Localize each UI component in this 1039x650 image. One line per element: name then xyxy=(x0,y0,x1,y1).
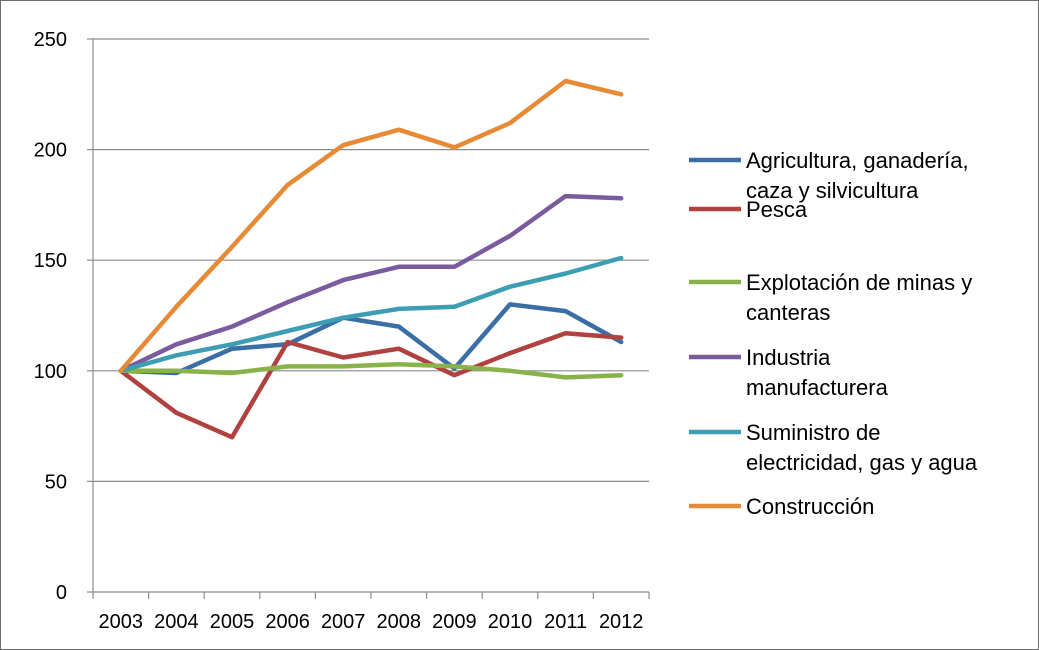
y-tick-label: 150 xyxy=(34,250,67,272)
legend-label: Suministro de xyxy=(746,420,881,445)
series-line-1 xyxy=(118,330,624,440)
x-tick-label: 2003 xyxy=(99,611,144,633)
series-line-3 xyxy=(118,193,624,374)
x-tick-label: 2004 xyxy=(154,611,199,633)
legend-label: electricidad, gas y agua xyxy=(746,450,978,475)
y-tick-label: 250 xyxy=(34,29,67,51)
x-tick-label: 2005 xyxy=(210,611,255,633)
legend-entry: Suministro de electricidad, gas y agua xyxy=(689,420,978,475)
series-line-4 xyxy=(118,255,624,374)
legend-entry: Agricultura, ganadería, caza y silvicultu… xyxy=(689,148,969,203)
legend-entry: Pesca xyxy=(689,197,808,222)
y-tick-label: 50 xyxy=(45,471,67,493)
y-tick-label: 0 xyxy=(56,582,67,604)
legend-label: Agricultura, ganadería, xyxy=(746,148,969,173)
series-line-2 xyxy=(118,361,624,380)
x-tick-label: 2009 xyxy=(432,611,477,633)
legend-label: Industria xyxy=(746,345,831,370)
legend: Agricultura, ganadería, caza y silvicultu… xyxy=(689,148,978,519)
x-tick-label: 2011 xyxy=(544,611,587,633)
legend-entry: Construcción xyxy=(689,494,874,519)
legend-label: Construcción xyxy=(746,494,874,519)
legend-entry: Explotación de minas y canteras xyxy=(689,270,972,325)
y-tick-label: 100 xyxy=(34,361,67,383)
x-tick-label: 2007 xyxy=(321,611,366,633)
x-tick-label: 2012 xyxy=(599,611,644,633)
legend-label: canteras xyxy=(746,300,830,325)
legend-label: Explotación de minas y xyxy=(746,270,972,295)
legend-label: caza y silvicultura xyxy=(746,178,919,203)
series-line-0 xyxy=(118,302,624,376)
axes: 0 50 100 150 200 250 2003 2004 2005 2006 2007 2008 2… xyxy=(34,29,650,633)
y-tick-label: 200 xyxy=(34,140,67,162)
legend-label: manufacturera xyxy=(746,375,889,400)
x-tick-label: 2006 xyxy=(265,611,310,633)
legend-entry: Industria manufacturera xyxy=(689,345,889,400)
legend-label: Pesca xyxy=(746,197,808,222)
series-lines xyxy=(118,78,624,440)
series-line-5 xyxy=(118,78,624,374)
x-tick-label: 2010 xyxy=(488,611,533,633)
x-tick-label: 2008 xyxy=(377,611,422,633)
